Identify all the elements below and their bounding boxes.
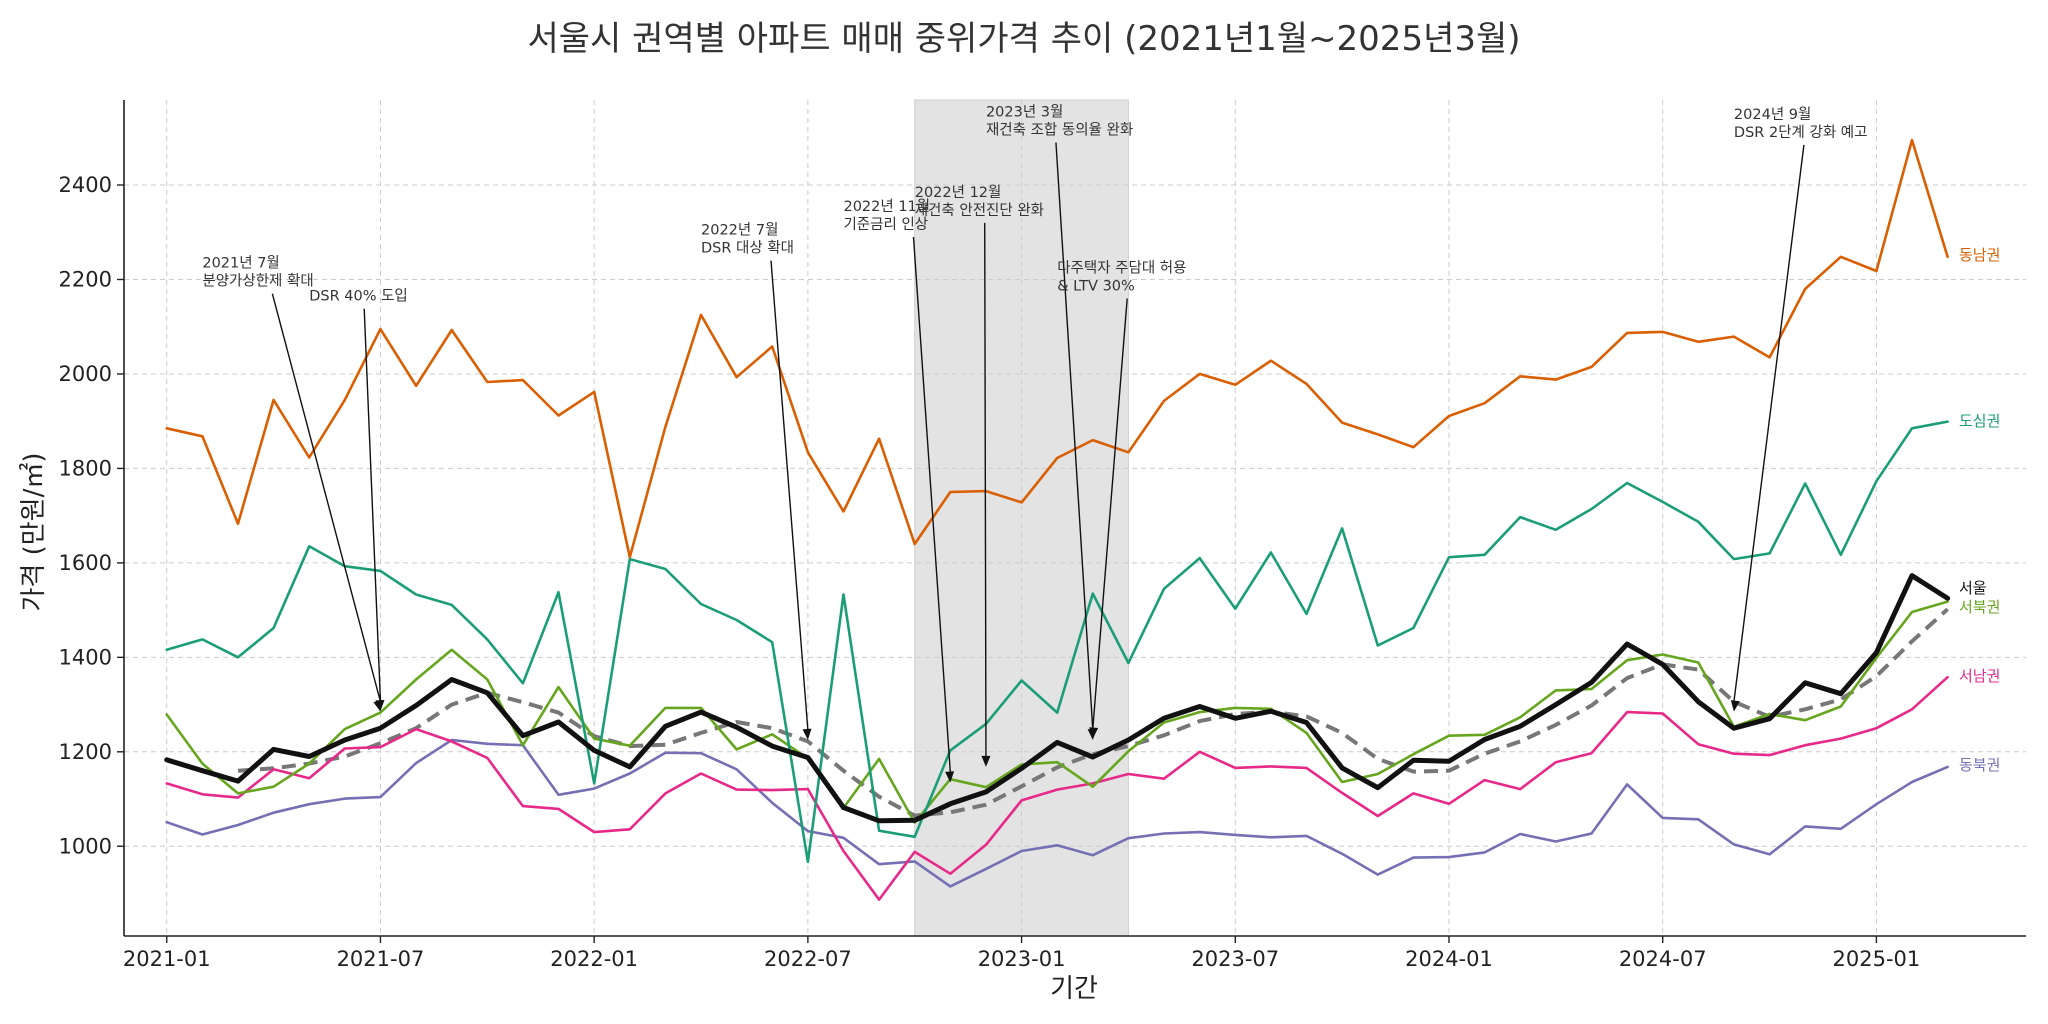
chart-title: 서울시 권역별 아파트 매매 중위가격 추이 (2021년1월~2025년3월)	[527, 19, 1520, 59]
annotation-arrow-head	[981, 755, 991, 767]
x-tick-label: 2022-07	[764, 947, 852, 971]
axes-layer: 1000 1200 1400 1600 1800 2000 2200 2400 2021-01 2…	[59, 100, 2026, 971]
series-label-서울: 서울	[1959, 579, 1987, 597]
series-label-동남권: 동남권	[1959, 246, 2000, 264]
annotation-arrow-head	[1089, 727, 1099, 739]
annotation-text: DSR 40% 도입	[309, 288, 408, 305]
x-tick-label: 2021-07	[337, 947, 425, 971]
series-label-서남권: 서남권	[1959, 667, 2000, 685]
y-tick-label: 1000	[59, 834, 112, 858]
annotation-text: 재건축 안전진단 완화	[915, 202, 1044, 219]
annotation-arrow-line	[271, 293, 382, 702]
x-axis-label: 기간	[1050, 974, 1098, 1004]
annotation-text: DSR 2단계 강화 예고	[1734, 124, 1868, 141]
annotation-text: 2023년 3월	[986, 104, 1063, 121]
annotation-text: 다주택자 주담대 허용	[1057, 259, 1186, 276]
x-tick-label: 2025-01	[1833, 947, 1921, 971]
annotation-text: & LTV 30%	[1057, 278, 1135, 294]
y-tick-label: 1800	[59, 456, 112, 480]
annotation-text: 2021년 7월	[202, 255, 279, 272]
x-tick-label: 2023-07	[1191, 947, 1279, 971]
annotation-text: 2022년 11월	[843, 198, 930, 215]
x-tick-label: 2024-01	[1405, 947, 1493, 971]
series-label-도심권: 도심권	[1959, 412, 2000, 430]
y-tick-label: 1400	[59, 645, 112, 669]
annotation-arrow-head	[375, 700, 385, 712]
y-tick-label: 2400	[59, 173, 112, 197]
annotation-text: 기준금리 인상	[843, 216, 928, 233]
series-line-도심권	[165, 420, 1949, 864]
x-tick-label: 2022-01	[550, 947, 638, 971]
series-label-서북권: 서북권	[1959, 598, 2000, 616]
annotation-arrow-head	[1730, 700, 1740, 712]
grid-layer	[124, 100, 2026, 936]
annotation-text: DSR 대상 확대	[701, 240, 794, 257]
annotation-arrow-line	[984, 222, 987, 757]
series-layer	[164, 138, 1951, 901]
annotation-text: 2024년 9월	[1734, 106, 1811, 123]
y-tick-label: 1200	[59, 740, 112, 764]
series-line-서울	[164, 573, 1951, 824]
x-tick-label: 2023-01	[978, 947, 1066, 971]
series-line-동남권	[165, 138, 1949, 559]
annotation-2: DSR 40% 도입	[309, 288, 408, 712]
annotation-arrow-line	[1092, 298, 1128, 729]
y-tick-label: 1600	[59, 551, 112, 575]
annotation-7: 다주택자 주담대 허용 & LTV 30%	[1057, 259, 1186, 739]
x-tick-label: 2024-07	[1619, 947, 1707, 971]
y-axis-label: 가격 (만원/㎡)	[19, 453, 49, 612]
series-line-서남권	[165, 675, 1949, 901]
x-tick-label: 2021-01	[123, 947, 211, 971]
series-line-동북권	[165, 738, 1949, 888]
annotation-text: 재건축 조합 동의율 완화	[986, 122, 1133, 139]
annotation-arrow-line	[363, 308, 382, 702]
y-tick-label: 2000	[59, 362, 112, 386]
annotation-text: 2022년 12월	[915, 184, 1002, 201]
annotation-arrow-head	[945, 771, 955, 783]
series-label-동북권: 동북권	[1959, 756, 2000, 774]
annotation-arrow-head	[802, 728, 812, 740]
annotation-arrow-line	[912, 236, 952, 773]
annotation-arrow-line	[1733, 144, 1805, 702]
annotation-arrow-line	[1055, 142, 1094, 731]
annotation-text: 2022년 7월	[701, 222, 778, 239]
annotation-text: 분양가상한제 확대	[202, 273, 313, 290]
annotation-arrow-line	[770, 260, 809, 731]
y-tick-label: 2200	[59, 267, 112, 291]
